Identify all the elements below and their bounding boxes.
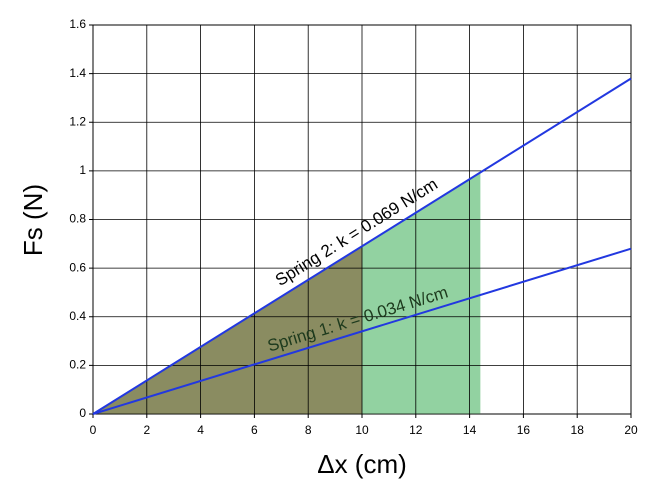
x-tick-label: 0 [90, 423, 97, 437]
y-tick-label: 1.4 [69, 66, 86, 80]
x-tick-label: 20 [624, 423, 638, 437]
y-tick-label: 1 [79, 163, 86, 177]
y-tick-label: 0.4 [69, 309, 86, 323]
x-tick-label: 10 [355, 423, 369, 437]
x-tick-label: 18 [571, 423, 585, 437]
y-tick-label: 0.2 [69, 358, 86, 372]
y-tick-label: 0.8 [69, 212, 86, 226]
x-axis-label: Δx (cm) [317, 449, 407, 479]
y-axis-label: Fs (N) [18, 184, 48, 256]
y-tick-label: 1.6 [69, 17, 86, 31]
line [92, 247, 632, 415]
x-tick-label: 12 [409, 423, 423, 437]
x-tick-label: 14 [463, 423, 477, 437]
x-tick-label: 8 [305, 423, 312, 437]
x-tick-label: 16 [517, 423, 531, 437]
line [92, 77, 632, 415]
y-tick-label: 0 [79, 406, 86, 420]
x-tick-label: 6 [251, 423, 258, 437]
x-tick-label: 2 [143, 423, 150, 437]
y-tick-label: 1.2 [69, 114, 86, 128]
y-tick-label: 0.6 [69, 260, 86, 274]
x-tick-label: 4 [197, 423, 204, 437]
